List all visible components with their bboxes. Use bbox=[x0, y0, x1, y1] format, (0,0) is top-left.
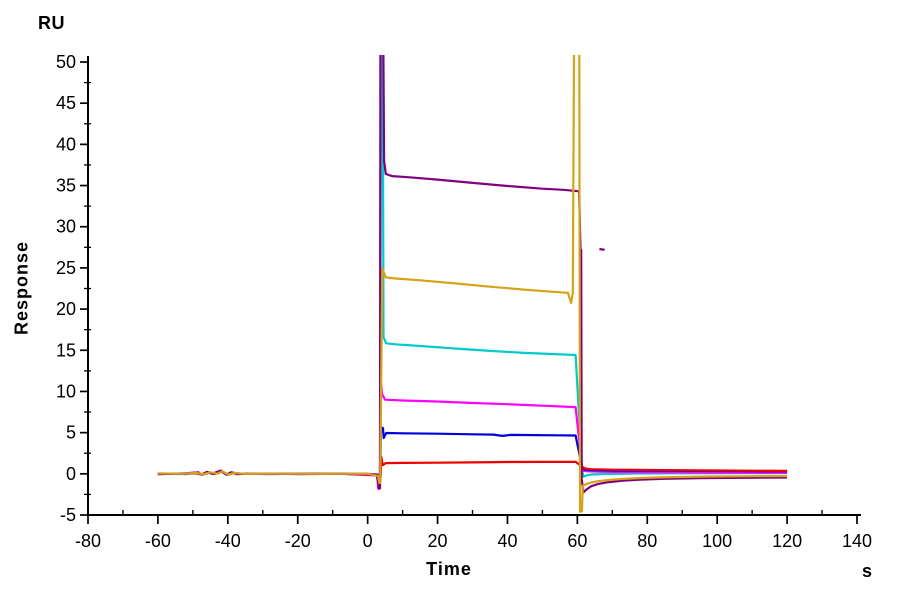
y-tick-label: 10 bbox=[56, 381, 76, 401]
x-tick-label: -60 bbox=[145, 531, 171, 551]
series-purple-artifact bbox=[599, 247, 605, 251]
series-cyan bbox=[157, 55, 788, 488]
x-tick-label: 120 bbox=[772, 531, 802, 551]
y-tick-label: 5 bbox=[66, 423, 76, 443]
series-purple bbox=[157, 55, 788, 494]
y-tick-label: 50 bbox=[56, 52, 76, 72]
x-tick-label: 20 bbox=[428, 531, 448, 551]
x-tick-label: 80 bbox=[637, 531, 657, 551]
x-tick-label: 60 bbox=[567, 531, 587, 551]
x-unit-label: s bbox=[862, 561, 873, 581]
x-tick-label: 0 bbox=[363, 531, 373, 551]
y-tick-label: 15 bbox=[56, 340, 76, 360]
curves-group bbox=[157, 55, 788, 513]
y-tick-label: -5 bbox=[60, 505, 76, 525]
x-tick-label: 100 bbox=[702, 531, 732, 551]
y-tick-label: 20 bbox=[56, 299, 76, 319]
y-tick-label: 0 bbox=[66, 464, 76, 484]
y-tick-label: 30 bbox=[56, 217, 76, 237]
x-tick-label: -40 bbox=[215, 531, 241, 551]
y-tick-label: 35 bbox=[56, 176, 76, 196]
x-tick-label: -20 bbox=[285, 531, 311, 551]
x-tick-label: 140 bbox=[842, 531, 872, 551]
y-tick-label: 45 bbox=[56, 93, 76, 113]
y-tick-label: 40 bbox=[56, 134, 76, 154]
x-tick-label: -80 bbox=[75, 531, 101, 551]
y-axis-title: Response bbox=[11, 240, 32, 336]
series-gold bbox=[157, 55, 788, 513]
x-tick-label: 40 bbox=[497, 531, 517, 551]
x-axis-title: Time bbox=[426, 559, 472, 579]
y-tick-label: 25 bbox=[56, 258, 76, 278]
y-unit-label: RU bbox=[38, 13, 65, 33]
series-red bbox=[157, 455, 788, 480]
